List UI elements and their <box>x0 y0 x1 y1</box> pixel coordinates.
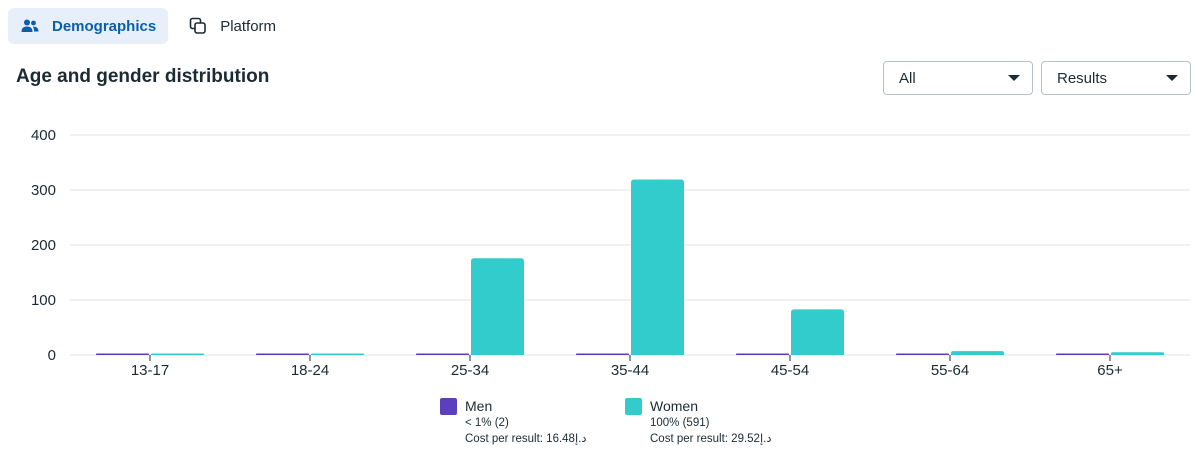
bar-men <box>256 353 309 355</box>
y-tick-label: 400 <box>31 127 56 144</box>
bar-women <box>791 309 844 355</box>
copy-icon <box>188 16 208 36</box>
legend-women-cost: Cost per result: 29.52د.إ <box>650 433 772 445</box>
x-tick-label: 45-54 <box>771 362 809 379</box>
y-tick-label: 0 <box>48 347 56 364</box>
bar-men <box>736 353 789 355</box>
audience-dropdown[interactable]: All <box>883 61 1033 95</box>
people-icon <box>20 16 40 36</box>
section-title: Age and gender distribution <box>16 66 270 87</box>
x-tick-label: 55-64 <box>931 362 969 379</box>
bar-women <box>311 353 364 355</box>
metric-dropdown-value: Results <box>1057 69 1108 87</box>
bar-men <box>416 353 469 355</box>
x-tick-label: 65+ <box>1097 362 1123 379</box>
legend-men-swatch <box>440 398 457 415</box>
legend-women-name: Women <box>650 398 698 414</box>
y-tick-label: 100 <box>31 292 56 309</box>
legend-men-share: < 1% (2) <box>465 417 509 429</box>
x-tick-label: 25-34 <box>451 362 489 379</box>
legend-women-swatch <box>625 398 642 415</box>
tab-demographics-label: Demographics <box>52 17 157 35</box>
bar-men <box>896 353 949 355</box>
legend-women-share: 100% (591) <box>650 417 710 429</box>
x-tick-label: 35-44 <box>611 362 649 379</box>
legend-men: Men < 1% (2) Cost per result: 16.48د.إ <box>440 398 586 447</box>
caret-down-icon <box>1166 75 1178 81</box>
tab-platform[interactable]: Platform <box>176 8 288 44</box>
bar-men <box>576 353 629 355</box>
bar-men <box>1056 353 1109 355</box>
tab-platform-label: Platform <box>220 17 277 35</box>
bar-women <box>471 258 524 355</box>
x-tick-label: 13-17 <box>131 362 169 379</box>
bar-women <box>1111 352 1164 355</box>
bar-men <box>96 353 149 355</box>
bar-women <box>151 353 204 355</box>
tab-demographics[interactable]: Demographics <box>8 8 169 44</box>
legend-men-name: Men <box>465 398 493 414</box>
y-tick-label: 300 <box>31 182 56 199</box>
caret-down-icon <box>1008 75 1020 81</box>
legend-women: Women 100% (591) Cost per result: 29.52د… <box>625 398 771 447</box>
metric-dropdown[interactable]: Results <box>1041 61 1191 95</box>
x-tick-label: 18-24 <box>291 362 329 379</box>
legend-men-cost: Cost per result: 16.48د.إ <box>465 433 587 445</box>
age-gender-bar-chart: 0 100 200 300 400 13-17 18-24 25-34 35-44 45-54 55… <box>31 127 1190 379</box>
bar-women <box>951 351 1004 355</box>
tab-bar: Demographics Platform <box>8 8 288 44</box>
bar-women <box>631 179 684 355</box>
y-tick-label: 200 <box>31 237 56 254</box>
audience-dropdown-value: All <box>899 69 916 87</box>
